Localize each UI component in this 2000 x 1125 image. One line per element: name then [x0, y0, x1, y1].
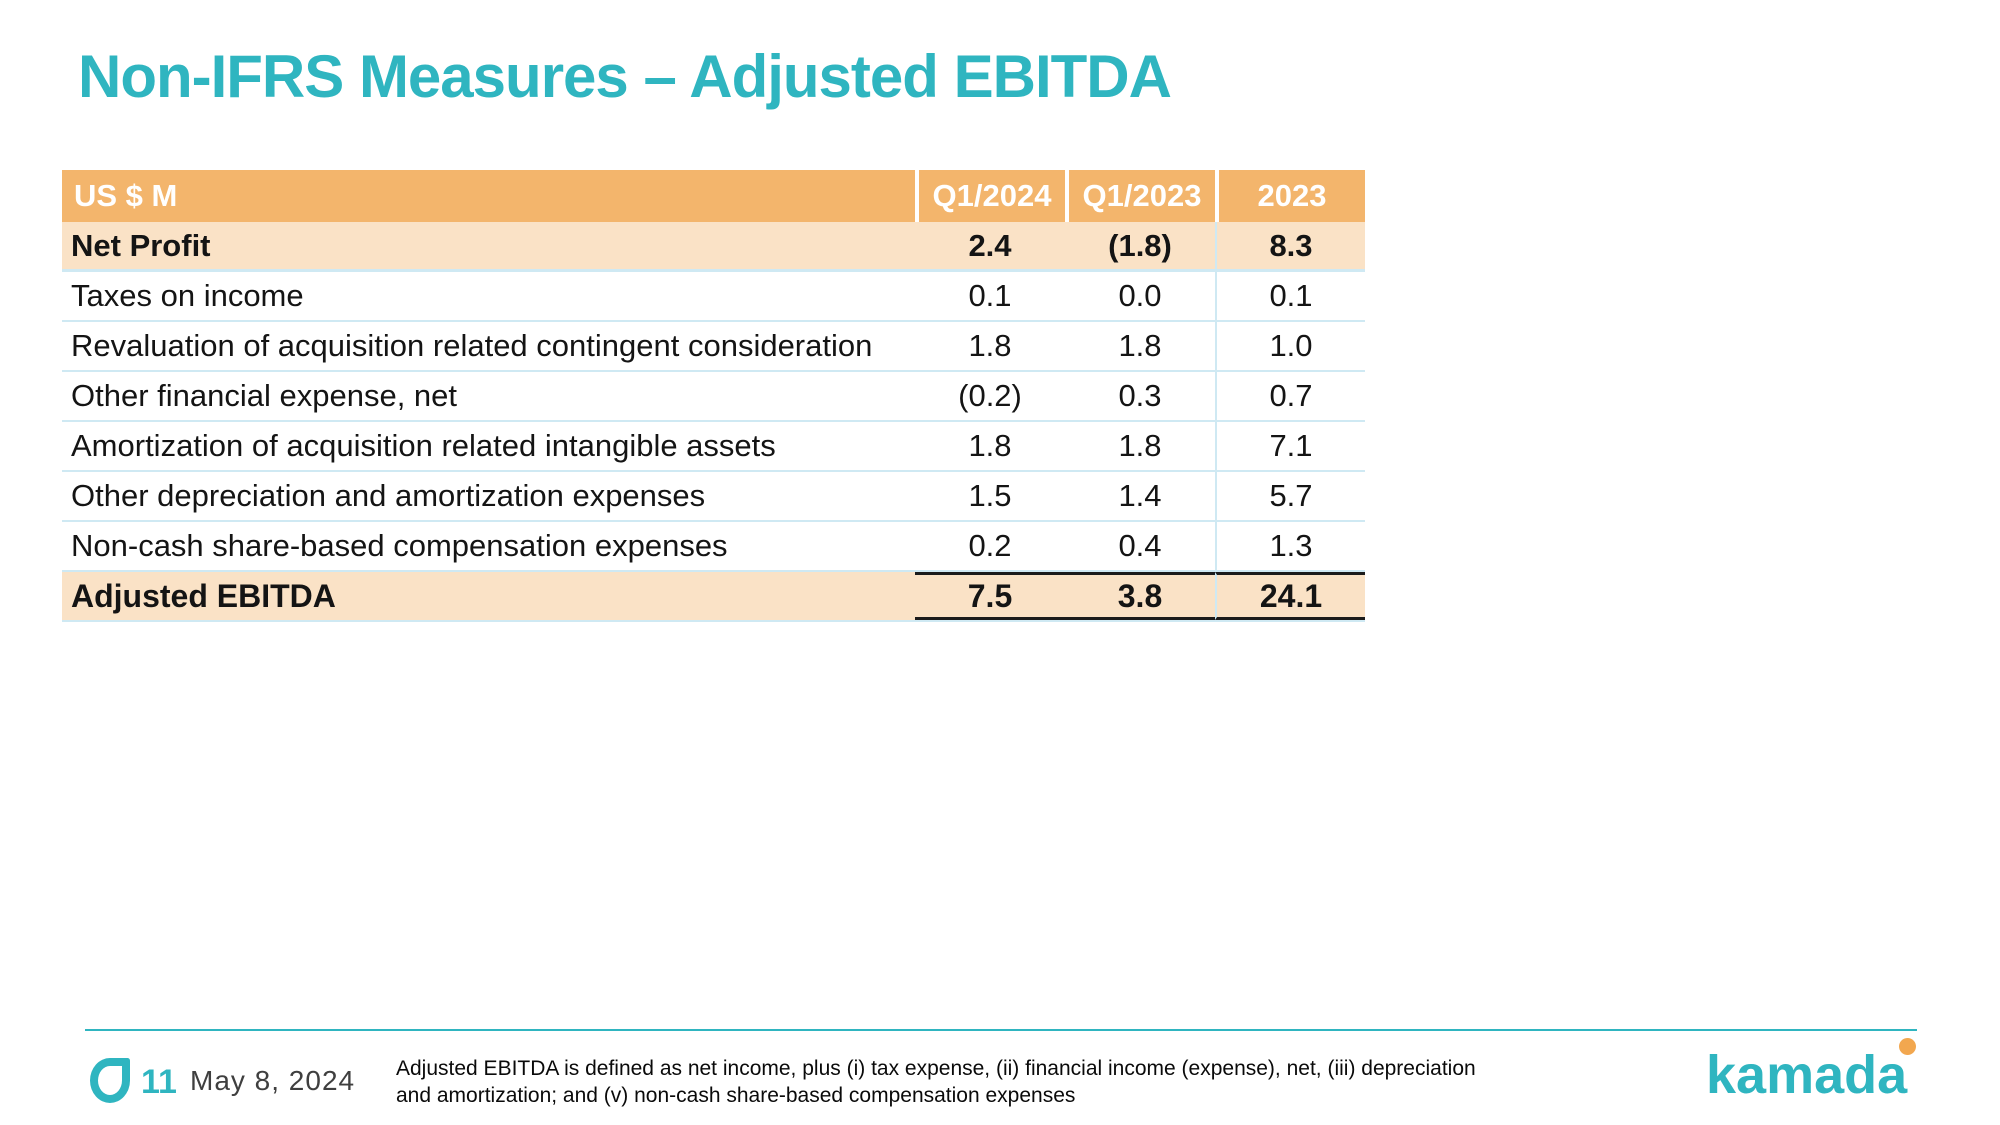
page-title: Non-IFRS Measures – Adjusted EBITDA [78, 43, 1172, 110]
footnote: Adjusted EBITDA is defined as net income… [396, 1055, 1476, 1109]
row-label: Taxes on income [71, 278, 304, 313]
cell-value: 1.8 [1118, 328, 1162, 363]
cell-value: 1.3 [1215, 522, 1365, 570]
row-label: Amortization of acquisition related inta… [71, 428, 776, 463]
cell-value: (1.8) [1108, 227, 1172, 263]
table-row-net-profit: Net Profit 2.4 (1.8) 8.3 [62, 222, 1365, 272]
cell-value: 5.7 [1215, 472, 1365, 520]
table-row-revaluation: Revaluation of acquisition related conti… [62, 322, 1365, 372]
cell-value: 0.2 [968, 528, 1012, 563]
table-row-non-cash-compensation: Non-cash share-based compensation expens… [62, 522, 1365, 572]
column-header-2023: 2023 [1215, 170, 1365, 222]
footer-divider [85, 1029, 1917, 1031]
cell-value: 1.8 [968, 428, 1012, 463]
table-row-other-financial: Other financial expense, net (0.2) 0.3 0… [62, 372, 1365, 422]
cell-value: 0.7 [1215, 372, 1365, 420]
cell-value: 1.8 [968, 328, 1012, 363]
row-label: Other financial expense, net [71, 378, 458, 413]
cell-value: 0.3 [1118, 378, 1162, 413]
table-header-row: US $ M Q1/2024 Q1/2023 2023 [62, 170, 1365, 222]
row-label: Non-cash share-based compensation expens… [71, 528, 728, 563]
table-row-adjusted-ebitda: Adjusted EBITDA 7.5 3.8 24.1 [62, 572, 1365, 622]
column-header-q1-2024: Q1/2024 [915, 170, 1065, 222]
column-header-units: US $ M [74, 178, 178, 213]
cell-value: 0.1 [1215, 272, 1365, 320]
slide-date: May 8, 2024 [190, 1065, 356, 1096]
cell-value: 7.1 [1215, 422, 1365, 470]
cell-value: 1.8 [1118, 428, 1162, 463]
adjusted-ebitda-table: US $ M Q1/2024 Q1/2023 2023 Net Profit 2… [62, 170, 1365, 622]
row-label: Adjusted EBITDA [71, 577, 336, 614]
cell-value: 8.3 [1215, 222, 1365, 269]
cell-value: 0.0 [1118, 278, 1162, 313]
table-row-amortization: Amortization of acquisition related inta… [62, 422, 1365, 472]
cell-value: 2.4 [968, 227, 1012, 263]
column-header-q1-2023: Q1/2023 [1065, 170, 1215, 222]
table-row-other-depreciation: Other depreciation and amortization expe… [62, 472, 1365, 522]
cell-value: 1.5 [968, 478, 1012, 513]
kamada-logo-dot-icon [1899, 1038, 1916, 1055]
cell-value: 7.5 [915, 572, 1065, 620]
table-row-taxes: Taxes on income 0.1 0.0 0.1 [62, 272, 1365, 322]
cell-value: (0.2) [958, 378, 1022, 413]
cell-value: 0.1 [968, 278, 1012, 313]
kamada-drop-icon [90, 1058, 130, 1103]
cell-value: 1.0 [1215, 322, 1365, 370]
page-number: 11 [141, 1063, 177, 1101]
cell-value: 24.1 [1215, 572, 1365, 620]
footnote-line-1: Adjusted EBITDA is defined as net income… [396, 1057, 1476, 1080]
footnote-line-2: and amortization; and (v) non-cash share… [396, 1084, 1076, 1107]
kamada-logo: kamada [1706, 1045, 1908, 1105]
row-label: Net Profit [71, 227, 211, 263]
row-label: Revaluation of acquisition related conti… [71, 328, 873, 363]
cell-value: 3.8 [1065, 572, 1215, 620]
cell-value: 0.4 [1118, 528, 1162, 563]
cell-value: 1.4 [1118, 478, 1162, 513]
row-label: Other depreciation and amortization expe… [71, 478, 706, 513]
